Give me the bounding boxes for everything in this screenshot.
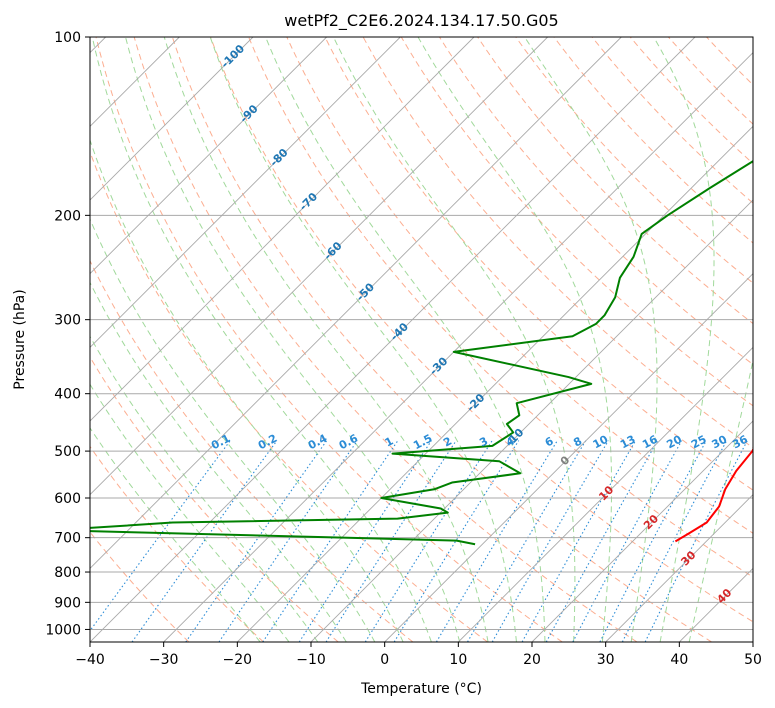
mixing-ratio-line [521, 440, 637, 642]
y-tick-label: 600 [54, 491, 81, 507]
mixing-ratio-label: 13 [618, 433, 638, 452]
mixing-ratio-line [545, 440, 659, 642]
dry-adiabat [438, 37, 753, 366]
x-axis-label: Temperature (°C) [360, 681, 482, 697]
mixing-ratio-label: 25 [689, 433, 709, 452]
dry-adiabat [400, 37, 753, 407]
y-tick-label: 100 [54, 30, 81, 46]
mixing-ratio-line [572, 440, 683, 642]
y-tick-label: 500 [54, 444, 81, 460]
mixing-ratio-line [644, 440, 748, 642]
isotherm-line [90, 37, 254, 201]
isotherm-line [90, 37, 401, 348]
background-lines [90, 37, 753, 642]
dry-adiabat [171, 37, 712, 642]
chart-title: wetPf2_C2E6.2024.134.17.50.G05 [284, 11, 558, 31]
dewpoint-line [90, 160, 753, 546]
y-tick-label: 900 [54, 595, 81, 611]
mixing-ratio-line [325, 440, 457, 642]
moist-adiabat [688, 358, 753, 642]
mixing-ratio-line [467, 440, 587, 642]
dry-adiabat [90, 150, 488, 642]
x-tick-label: 0 [380, 652, 389, 668]
isotherm-line [90, 37, 475, 422]
moist-adiabat [91, 37, 432, 642]
dry-adiabat [324, 37, 753, 491]
data-series [90, 160, 753, 546]
mixing-ratio-line [262, 440, 399, 642]
mixing-ratio-line [90, 440, 231, 632]
axis-ticks: −40 −30 −20 −10 0 10 20 30 40 50 100 200 300 400 500 60… [45, 30, 762, 668]
y-axis-label: Pressure (hPa) [12, 289, 28, 389]
mixing-ratio-line [364, 440, 493, 642]
mixing-ratio-line [435, 440, 558, 642]
x-tick-label: 50 [744, 652, 762, 668]
dry-adiabat [90, 445, 264, 642]
x-tick-label: −20 [223, 652, 253, 668]
dry-adiabat [90, 259, 414, 642]
mixing-ratio-line [131, 440, 278, 642]
moist-adiabat [125, 37, 461, 642]
dry-adiabat [95, 37, 563, 642]
isotherm-line [237, 125, 753, 642]
x-tick-label: 10 [449, 652, 467, 668]
isotherm-line [531, 420, 753, 642]
dry-adiabat [362, 37, 753, 449]
x-tick-label: 20 [523, 652, 541, 668]
y-tick-label: 300 [54, 313, 81, 329]
y-tick-label: 800 [54, 565, 81, 581]
isotherm-line [163, 52, 753, 642]
moist-adiabat [332, 37, 576, 642]
x-tick-label: 40 [670, 652, 688, 668]
y-tick-label: 400 [54, 387, 81, 403]
moist-adiabat [90, 281, 347, 642]
mixing-ratio-line [218, 440, 358, 642]
y-tick-label: 200 [54, 208, 81, 224]
mixing-ratio-line [298, 440, 432, 642]
mixing-ratio-label: 20 [664, 433, 684, 452]
moist-adiabat [417, 37, 613, 642]
moist-adiabat [209, 37, 517, 642]
isotherm-line [90, 37, 622, 569]
dry-adiabat [209, 37, 753, 623]
moist-adiabat [90, 427, 261, 642]
isotherm-line [458, 346, 753, 642]
moist-adiabat [90, 217, 376, 642]
x-tick-label: 30 [597, 652, 615, 668]
moist-adiabat [90, 335, 319, 642]
x-tick-label: −30 [149, 652, 179, 668]
isotherm-line [90, 37, 327, 275]
mixing-ratio-label: 16 [640, 433, 660, 452]
isotherm-line [90, 37, 548, 496]
dry-adiabat [90, 356, 339, 642]
moist-adiabat [265, 37, 546, 642]
dry-adiabat [248, 37, 753, 578]
x-tick-label: −10 [296, 652, 326, 668]
moist-adiabat [163, 37, 489, 642]
dry-adiabat [286, 37, 753, 534]
moist-adiabat [653, 37, 715, 642]
isotherm-line [90, 37, 696, 642]
y-tick-label: 1000 [45, 622, 81, 638]
y-tick-label: 700 [54, 531, 81, 547]
isotherm-line [310, 199, 753, 642]
moist-adiabat [90, 383, 290, 642]
temperature-line [674, 447, 753, 543]
x-tick-label: −40 [75, 652, 105, 668]
moist-adiabat [90, 138, 404, 642]
mixing-ratio-label: 30 [710, 433, 730, 452]
moist-adiabat [524, 37, 658, 642]
mixing-ratio-label: 10 [591, 433, 611, 452]
isotherm-line [384, 273, 753, 642]
plot-frame [89, 36, 754, 643]
mixing-ratio-label: 36 [730, 433, 750, 452]
mixing-ratio-line [185, 440, 328, 642]
isotherm-line [605, 494, 753, 642]
dry-adiabat [133, 37, 638, 642]
